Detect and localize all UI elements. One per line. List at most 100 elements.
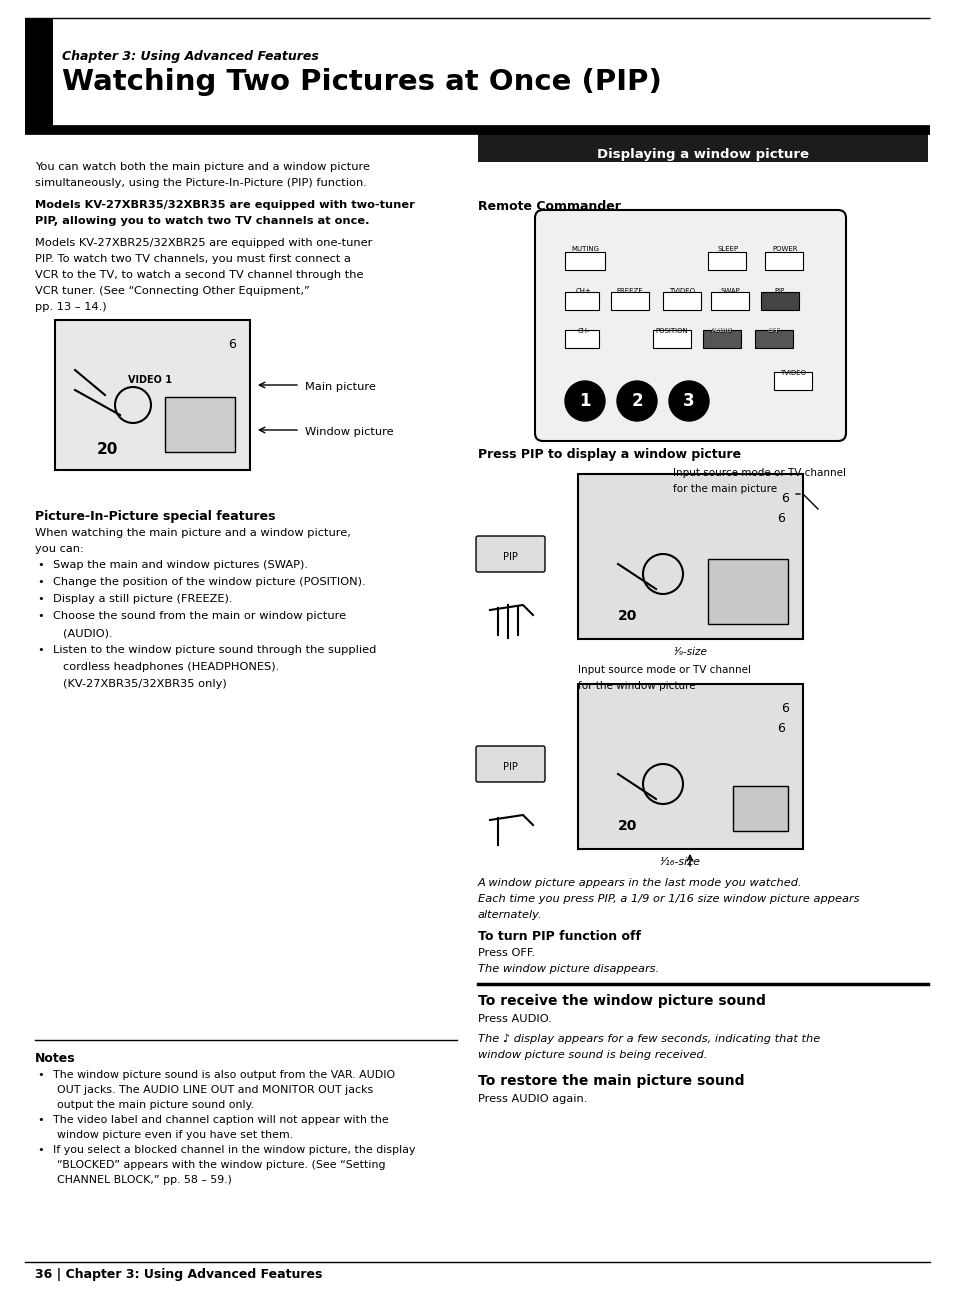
Text: •: •: [37, 577, 44, 586]
Bar: [165, 397, 234, 452]
Text: If you select a blocked channel in the window picture, the display: If you select a blocked channel in the w…: [53, 1145, 416, 1155]
Text: •: •: [37, 559, 44, 570]
Text: 36 | Chapter 3: Using Advanced Features: 36 | Chapter 3: Using Advanced Features: [35, 1268, 322, 1281]
Text: •: •: [37, 644, 44, 655]
Text: •: •: [37, 1115, 44, 1125]
Text: Remote Commander: Remote Commander: [477, 200, 620, 213]
Text: ¹⁄₉-size: ¹⁄₉-size: [673, 647, 706, 657]
Text: Press AUDIO.: Press AUDIO.: [477, 1014, 551, 1023]
Text: 3: 3: [682, 392, 694, 410]
Bar: [564, 253, 604, 269]
Text: alternately.: alternately.: [477, 910, 542, 920]
Text: Notes: Notes: [35, 1052, 75, 1065]
Text: CH+: CH+: [576, 287, 591, 294]
Text: PIP. To watch two TV channels, you must first connect a: PIP. To watch two TV channels, you must …: [35, 254, 351, 264]
Text: Chapter 3: Using Advanced Features: Chapter 3: Using Advanced Features: [62, 50, 318, 63]
Text: You can watch both the main picture and a window picture: You can watch both the main picture and …: [35, 162, 370, 171]
Text: The ♪ display appears for a few seconds, indicating that the: The ♪ display appears for a few seconds,…: [477, 1034, 820, 1044]
Bar: [564, 330, 598, 348]
Text: for the main picture: for the main picture: [672, 483, 777, 494]
Text: OFF: OFF: [767, 327, 780, 333]
Text: Displaying a window picture: Displaying a window picture: [597, 148, 808, 161]
Text: AUDIO: AUDIO: [711, 327, 732, 333]
Bar: [760, 293, 799, 309]
Bar: [578, 684, 802, 849]
Text: Listen to the window picture sound through the supplied: Listen to the window picture sound throu…: [53, 644, 376, 655]
Bar: [710, 293, 748, 309]
Circle shape: [617, 382, 657, 422]
Text: The window picture disappears.: The window picture disappears.: [477, 964, 659, 974]
Text: A window picture appears in the last mode you watched.: A window picture appears in the last mod…: [477, 878, 801, 888]
Text: To turn PIP function off: To turn PIP function off: [477, 929, 640, 944]
Text: window picture even if you have set them.: window picture even if you have set them…: [57, 1130, 293, 1139]
Text: Display a still picture (FREEZE).: Display a still picture (FREEZE).: [53, 594, 233, 605]
Text: cordless headphones (HEADPHONES).: cordless headphones (HEADPHONES).: [63, 663, 279, 672]
Text: To restore the main picture sound: To restore the main picture sound: [477, 1074, 743, 1088]
Text: (AUDIO).: (AUDIO).: [63, 628, 112, 638]
Text: VIDEO 1: VIDEO 1: [128, 375, 172, 385]
Text: CHANNEL BLOCK,” pp. 58 – 59.): CHANNEL BLOCK,” pp. 58 – 59.): [57, 1176, 232, 1185]
Text: PIP: PIP: [502, 552, 517, 562]
FancyBboxPatch shape: [476, 536, 544, 572]
Bar: [25, 18, 53, 130]
Bar: [702, 330, 740, 348]
FancyBboxPatch shape: [476, 746, 544, 782]
Text: VCR tuner. (See “Connecting Other Equipment,”: VCR tuner. (See “Connecting Other Equipm…: [35, 286, 310, 296]
Text: “BLOCKED” appears with the window picture. (See “Setting: “BLOCKED” appears with the window pictur…: [57, 1160, 385, 1170]
Text: 20: 20: [96, 442, 117, 458]
Text: ¹⁄₁₆-size: ¹⁄₁₆-size: [659, 857, 700, 867]
Text: Main picture: Main picture: [305, 382, 375, 392]
Text: •: •: [37, 594, 44, 605]
Text: PIP: PIP: [774, 287, 784, 294]
Text: POSITION: POSITION: [655, 327, 688, 334]
Text: SWAP: SWAP: [720, 287, 740, 294]
Text: 20: 20: [618, 608, 637, 623]
Text: PIP: PIP: [502, 762, 517, 772]
Text: output the main picture sound only.: output the main picture sound only.: [57, 1100, 253, 1110]
Bar: [773, 373, 811, 391]
Circle shape: [668, 382, 708, 422]
Text: The window picture sound is also output from the VAR. AUDIO: The window picture sound is also output …: [53, 1070, 395, 1080]
Text: When watching the main picture and a window picture,: When watching the main picture and a win…: [35, 528, 351, 538]
Text: Press OFF.: Press OFF.: [477, 947, 535, 958]
Text: CH-: CH-: [578, 327, 590, 334]
Text: PIP, allowing you to watch two TV channels at once.: PIP, allowing you to watch two TV channe…: [35, 217, 369, 226]
Bar: [55, 320, 250, 470]
Bar: [732, 786, 787, 831]
Text: VCR to the TV, to watch a second TV channel through the: VCR to the TV, to watch a second TV chan…: [35, 269, 363, 280]
Bar: [707, 559, 787, 624]
Circle shape: [564, 382, 604, 422]
Text: Swap the main and window pictures (SWAP).: Swap the main and window pictures (SWAP)…: [53, 559, 308, 570]
Text: 6: 6: [777, 512, 784, 525]
Text: (KV-27XBR35/32XBR35 only): (KV-27XBR35/32XBR35 only): [63, 679, 227, 690]
Text: for the window picture: for the window picture: [578, 681, 695, 691]
Text: 6: 6: [781, 492, 788, 505]
Text: POWER: POWER: [771, 246, 797, 253]
FancyBboxPatch shape: [535, 210, 845, 441]
Text: Window picture: Window picture: [305, 427, 394, 437]
Text: Press PIP to display a window picture: Press PIP to display a window picture: [477, 449, 740, 461]
Text: AUDIO: AUDIO: [710, 327, 733, 334]
Text: 6: 6: [781, 703, 788, 715]
Text: Input source mode or TV channel: Input source mode or TV channel: [578, 665, 750, 675]
Text: •: •: [37, 1070, 44, 1080]
Text: The video label and channel caption will not appear with the: The video label and channel caption will…: [53, 1115, 388, 1125]
Text: 6: 6: [228, 338, 235, 351]
Bar: [707, 253, 745, 269]
Text: window picture sound is being received.: window picture sound is being received.: [477, 1051, 706, 1060]
Text: •: •: [37, 1145, 44, 1155]
Text: you can:: you can:: [35, 544, 84, 554]
Text: Watching Two Pictures at Once (PIP): Watching Two Pictures at Once (PIP): [62, 68, 661, 95]
Text: Picture-In-Picture special features: Picture-In-Picture special features: [35, 510, 275, 523]
Bar: [564, 293, 598, 309]
Text: Change the position of the window picture (POSITION).: Change the position of the window pictur…: [53, 577, 365, 586]
Text: TVIDEO: TVIDEO: [780, 370, 805, 376]
Text: OFF: OFF: [766, 327, 780, 334]
Bar: [578, 474, 802, 639]
Text: pp. 13 – 14.): pp. 13 – 14.): [35, 302, 107, 312]
Text: Models KV-27XBR35/32XBR35 are equipped with two-tuner: Models KV-27XBR35/32XBR35 are equipped w…: [35, 200, 415, 210]
Text: simultaneously, using the Picture-In-Picture (PIP) function.: simultaneously, using the Picture-In-Pic…: [35, 178, 367, 188]
Text: 20: 20: [618, 819, 637, 833]
Text: FREEZE: FREEZE: [616, 287, 642, 294]
Bar: [662, 293, 700, 309]
